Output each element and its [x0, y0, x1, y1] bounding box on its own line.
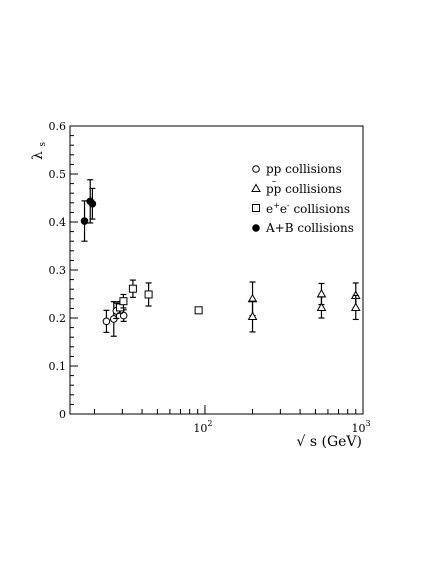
y-tick-label: 0.1	[49, 360, 67, 373]
y-tick-label: 0.4	[49, 216, 67, 229]
x-axis-title: √ s (GeV)	[296, 434, 362, 450]
y-tick-label: 0.3	[49, 264, 67, 277]
legend: pp collisions pp collisions – e+e- colli…	[251, 162, 354, 235]
x-tick-label: 103	[351, 419, 370, 435]
legend-marker-open-circle	[252, 165, 260, 173]
y-axis-title-sub: s	[38, 142, 48, 147]
legend-label-ee: e+e- collisions	[266, 201, 350, 216]
x-tick-exponent: 3	[365, 419, 370, 428]
data-point-open-square	[144, 290, 153, 299]
data-point-open-circle	[102, 317, 111, 326]
legend-item-pp: pp collisions	[252, 162, 342, 176]
y-tick-label: 0.5	[49, 168, 67, 181]
data-point-open-triangle	[350, 302, 361, 311]
y-axis-title: λ s	[30, 142, 48, 160]
x-tick-label: 102	[193, 419, 212, 435]
data-point-open-triangle	[316, 288, 327, 298]
data-point-open-triangle	[316, 302, 327, 311]
legend-marker-filled-circle	[252, 224, 260, 232]
data-point-open-square	[119, 297, 128, 306]
data-points	[80, 179, 361, 337]
legend-item-ab: A+B collisions	[252, 221, 354, 235]
legend-ee-minus: -	[287, 201, 290, 210]
legend-item-ee: e+e- collisions	[252, 201, 350, 216]
data-point-open-square	[128, 284, 137, 293]
legend-label-ab: A+B collisions	[265, 221, 354, 235]
legend-ee-e2: e	[280, 202, 287, 216]
y-axis-title-main: λ	[30, 151, 46, 160]
data-point-filled-circle	[80, 217, 89, 225]
legend-label-ppbar: pp collisions	[266, 182, 342, 196]
legend-marker-open-triangle	[251, 183, 261, 192]
legend-marker-open-square	[252, 204, 260, 212]
legend-label-ppbar-bar: –	[272, 177, 277, 187]
data-point-open-circle	[119, 311, 128, 320]
data-point-filled-circle	[88, 199, 97, 208]
legend-ee-tail: collisions	[290, 202, 350, 216]
legend-ee-plus: +	[273, 201, 280, 210]
legend-item-ppbar: pp collisions –	[251, 177, 342, 196]
legend-ee-e1: e	[266, 202, 273, 216]
x-tick-exponent: 2	[207, 419, 212, 428]
y-tick-label: 0	[59, 408, 66, 421]
y-tick-label: 0.2	[49, 312, 67, 325]
data-point-open-square	[194, 306, 203, 315]
x-tick-base: 10	[193, 422, 207, 435]
legend-label-pp: pp collisions	[266, 162, 342, 176]
y-tick-label: 0.6	[49, 120, 67, 133]
x-tick-base: 10	[351, 422, 365, 435]
data-point-open-triangle	[247, 311, 258, 321]
